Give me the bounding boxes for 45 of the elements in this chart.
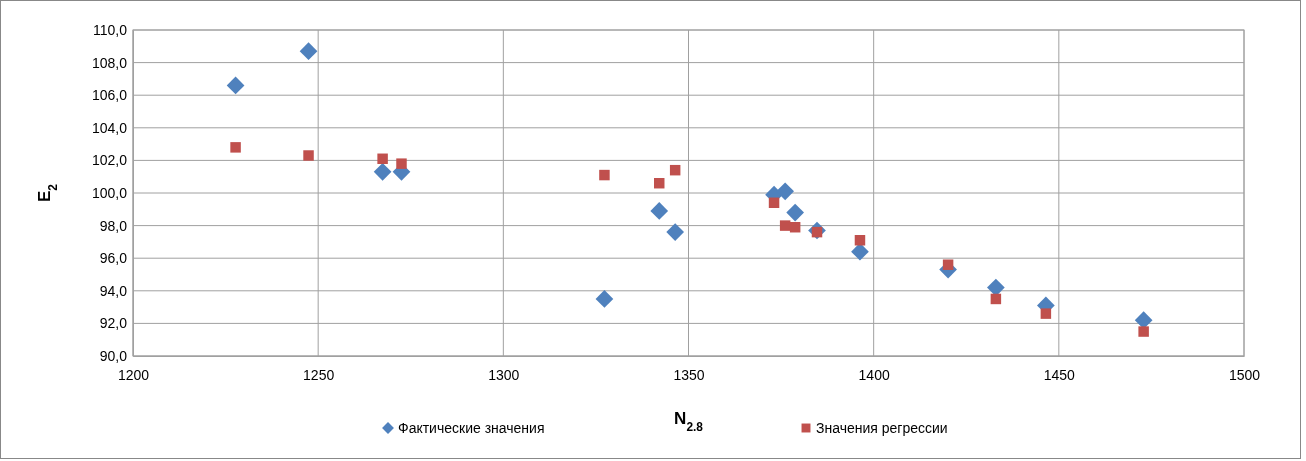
point [299, 42, 318, 61]
x-tick-label: 1400 [858, 366, 890, 383]
point [396, 158, 407, 169]
y-tick-label: 108,0 [91, 54, 128, 71]
y-tick-label: 106,0 [91, 87, 128, 104]
point [1134, 311, 1153, 329]
point [789, 221, 801, 233]
x-tick-label: 1500 [1228, 366, 1261, 383]
y-tick-label: 110,0 [93, 21, 128, 38]
y-tick-label: 90,0 [99, 347, 128, 364]
x-tick-label: 1250 [303, 366, 335, 383]
point [776, 182, 795, 201]
point [768, 197, 780, 209]
y-tick-label: 98,0 [99, 217, 128, 234]
point [230, 142, 241, 153]
point [650, 202, 669, 220]
point [303, 150, 314, 161]
point [377, 153, 388, 165]
x-axis-title: N$_{2.8}$ [674, 409, 704, 434]
point [595, 290, 614, 308]
y-tick-label: 102,0 [91, 152, 128, 169]
point [1040, 308, 1052, 319]
point [654, 177, 665, 189]
point [786, 203, 805, 222]
x-tick-label: 1350 [673, 366, 705, 383]
point [779, 220, 791, 231]
point [1138, 326, 1149, 337]
y-tick-label: 92,0 [99, 315, 128, 332]
point [854, 235, 866, 246]
point [373, 162, 392, 181]
point [599, 169, 610, 181]
y-tick-label: 94,0 [99, 282, 128, 299]
point [226, 76, 245, 95]
legend-label: Фактические значения [398, 420, 545, 436]
y-tick-label: 100,0 [91, 184, 128, 201]
y-tick-label: 96,0 [99, 250, 128, 267]
point [666, 223, 685, 241]
x-tick-label: 1300 [488, 366, 520, 383]
point [990, 293, 1002, 305]
point [669, 164, 681, 176]
legend-label: Значения регрессии [816, 420, 948, 436]
x-tick-label: 1200 [117, 366, 150, 383]
point [942, 259, 954, 270]
y-tick-label: 104,0 [91, 119, 128, 136]
x-tick-label: 1450 [1043, 366, 1076, 383]
